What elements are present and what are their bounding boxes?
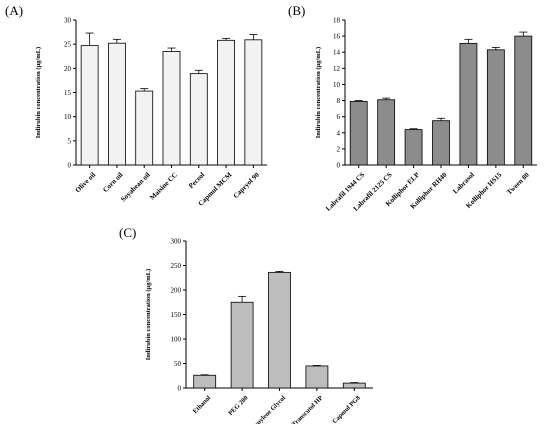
panel-label: (B) [288,3,305,18]
y-axis-title: Indirubin concentration (μg/mL) [35,47,42,138]
bar [377,99,396,166]
bar [193,374,217,389]
y-tick-label: 18 [333,17,341,25]
y-tick-label: 0 [68,162,72,170]
y-tick-label: 250 [171,262,182,270]
y-tick-label: 8 [337,97,341,105]
x-category-label: Peceol [187,171,206,190]
bar [189,73,208,166]
y-tick-label: 25 [64,41,72,49]
bar [514,35,533,166]
y-tick-label: 0 [337,162,341,170]
bar [244,39,263,166]
x-category-label: Olive oil [74,171,97,194]
y-tick-label: 15 [64,89,72,97]
bar [217,39,235,166]
bar [80,45,99,166]
panel-label: (A) [5,3,23,18]
bar [432,120,450,166]
y-tick-label: 2 [337,145,341,153]
x-category-label: Ethanol [192,394,213,415]
y-tick-label: 12 [333,65,341,73]
y-axis-title: Indirubin concentration (μg/mL) [145,269,152,360]
y-tick-label: 14 [333,49,341,57]
bar [305,365,329,389]
bar [404,129,423,166]
y-tick-label: 200 [171,287,182,295]
x-category-label: Labrasol [451,171,476,196]
y-tick-label: 20 [64,65,72,73]
y-tick-label: 10 [333,81,341,89]
chart-panel-c: (C) 0 50 100 150 200 250 300 Indirubin concentra… [119,225,373,424]
y-tick-label: 0 [178,385,182,393]
bar [459,42,478,166]
y-axis-title: Indirubin concentration (μg/mL) [315,47,322,138]
y-tick-label: 30 [64,17,72,25]
y-tick-label: 150 [171,311,182,319]
x-category-label: Corn oil [101,171,124,194]
bar [230,301,254,389]
bar [342,382,366,389]
y-tick-label: 4 [337,129,341,137]
x-category-label: Capmul PG8 [331,394,362,424]
y-tick-label: 16 [333,33,341,41]
y-tick-label: 300 [171,238,182,246]
bar [162,51,181,166]
x-category-label: Maisine CC [148,171,179,202]
bar [135,90,154,166]
bar [268,271,291,389]
chart-panel-a: (A) 0 5 10 15 20 25 30 Indirubin concentration (… [5,3,267,208]
bar [108,42,126,166]
x-category-label: Propylene Glycol [248,394,287,424]
x-category-label: Capryol 90 [232,171,262,201]
x-category-label: Tween 80 [505,171,531,197]
y-tick-label: 6 [337,113,341,121]
panel-label: (C) [119,225,136,240]
y-tick-label: 50 [174,360,182,368]
x-category-label: PEG 200 [227,395,249,417]
x-category-label: Soyabean oil [119,171,152,204]
chart-panel-b: (B) 0 2 4 6 8 10 12 14 16 18 Indirubin concentratio… [288,3,537,213]
y-tick-label: 5 [68,137,72,145]
y-tick-label: 10 [64,113,72,121]
y-tick-label: 100 [171,336,182,344]
bar [349,100,368,166]
bar [486,49,505,166]
x-category-label: Transcutol HP [291,395,325,424]
